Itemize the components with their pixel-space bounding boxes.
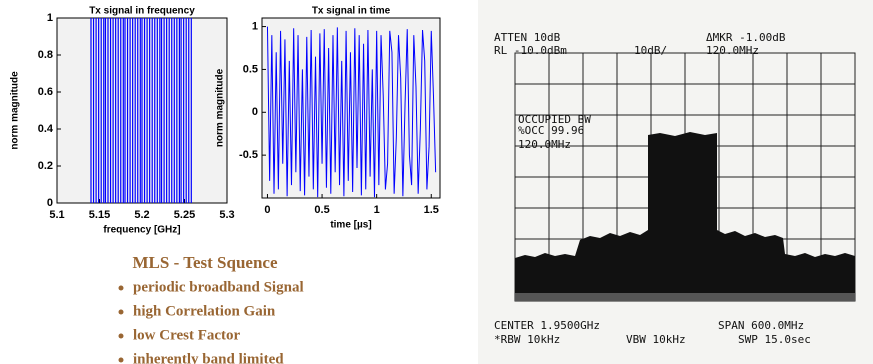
noise-band xyxy=(515,293,855,301)
bullet-list: periodic broadband Signal high Correlati… xyxy=(119,279,304,364)
x-tick-label: 1.5 xyxy=(424,204,439,216)
analyzer-text: 120.0MHz xyxy=(518,138,571,151)
x-axis-label: frequency [GHz] xyxy=(103,225,180,236)
analyzer-photo: ATTEN 10dB RL -10.0dBm 10dB/ ΔMKR -1.00d… xyxy=(478,0,873,364)
x-tick-label: 0 xyxy=(264,204,270,216)
y-tick-label: 1 xyxy=(252,20,258,32)
y-tick-label: 0.5 xyxy=(243,63,258,75)
analyzer-text: 120.0MHz xyxy=(706,44,759,57)
slide: MLS - Test Squence periodic broadband Si… xyxy=(0,0,873,364)
y-tick-label: 0.2 xyxy=(38,160,53,172)
x-tick-label: 5.15 xyxy=(89,209,110,221)
y-tick-label: -0.5 xyxy=(239,149,258,161)
y-axis-label: norm magnitude xyxy=(215,68,226,147)
x-tick-label: 1 xyxy=(374,204,380,216)
y-axis-label: norm magnitude xyxy=(10,71,21,150)
analyzer-text: *RBW 10kHz xyxy=(494,333,560,346)
analyzer-text: SWP 15.0sec xyxy=(738,333,811,346)
x-tick-label: 5.3 xyxy=(219,209,234,221)
x-tick-label: 5.1 xyxy=(49,209,64,221)
y-tick-label: 0.4 xyxy=(38,123,54,135)
y-tick-label: 0.6 xyxy=(38,86,53,98)
chart-title: Tx signal in time xyxy=(312,6,391,17)
bullet-text: low Crest Factor xyxy=(133,327,241,343)
analyzer-text: %OCC 99.96 xyxy=(518,124,584,137)
chart: Tx signal in time time [µs] norm magnitude… xyxy=(215,6,440,231)
chart-title: Tx signal in frequency xyxy=(89,6,195,17)
bullet-text: periodic broadband Signal xyxy=(133,279,304,295)
slide-canvas: MLS - Test Squence periodic broadband Si… xyxy=(0,0,873,364)
bullet xyxy=(119,286,124,291)
y-tick-label: 1 xyxy=(47,12,53,24)
analyzer-text: CENTER 1.9500GHz xyxy=(494,319,600,332)
x-tick-label: 5.2 xyxy=(134,209,149,221)
analyzer-text: RL -10.0dBm xyxy=(494,44,567,57)
analyzer-text: 10dB/ xyxy=(634,44,667,57)
x-tick-label: 5.25 xyxy=(174,209,195,221)
analyzer-text: ATTEN 10dB xyxy=(494,31,561,44)
bullet xyxy=(119,358,124,363)
x-axis-label: time [µs] xyxy=(330,220,371,231)
analyzer-text: SPAN 600.0MHz xyxy=(718,319,804,332)
chart: Tx signal in frequency frequency [GHz] nor… xyxy=(10,6,235,236)
bullet xyxy=(119,310,124,315)
y-tick-label: 0 xyxy=(252,106,258,118)
bullet-text: inherently band limited xyxy=(133,351,284,364)
y-tick-label: 0 xyxy=(47,197,53,209)
bullet-text: high Correlation Gain xyxy=(133,303,276,319)
heading: MLS - Test Squence xyxy=(133,253,278,272)
analyzer-text: ΔMKR -1.00dB xyxy=(706,31,786,44)
bullet xyxy=(119,334,124,339)
y-tick-label: 0.8 xyxy=(38,49,53,61)
analyzer-text: VBW 10kHz xyxy=(626,333,686,346)
x-tick-label: 0.5 xyxy=(314,204,329,216)
